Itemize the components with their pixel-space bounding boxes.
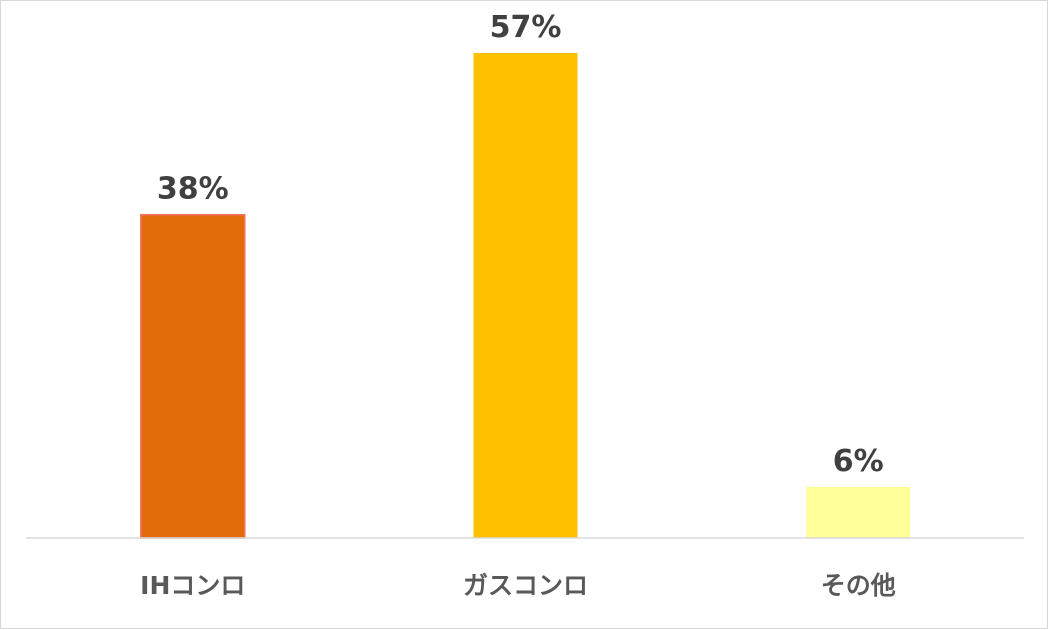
x-tick-label-3: その他 bbox=[821, 571, 896, 600]
x-tick-labels-layer: IHコンロ ガスコンロ その他 bbox=[140, 571, 896, 600]
data-labels-layer: 38% 57% 6% bbox=[157, 10, 884, 479]
x-tick-label-2: ガスコンロ bbox=[463, 571, 588, 600]
x-tick-label-1: IHコンロ bbox=[140, 571, 245, 600]
data-label-3: 6% bbox=[833, 444, 884, 479]
bars-layer bbox=[140, 53, 911, 539]
data-label-1: 38% bbox=[157, 172, 229, 207]
bar-1 bbox=[140, 213, 246, 539]
bar-2 bbox=[473, 53, 578, 538]
bar-3 bbox=[806, 486, 911, 538]
data-label-2: 57% bbox=[490, 10, 562, 45]
